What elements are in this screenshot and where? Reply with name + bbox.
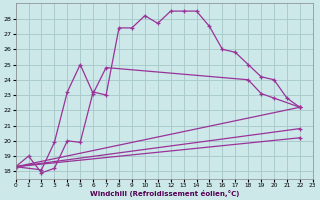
X-axis label: Windchill (Refroidissement éolien,°C): Windchill (Refroidissement éolien,°C) xyxy=(90,190,239,197)
